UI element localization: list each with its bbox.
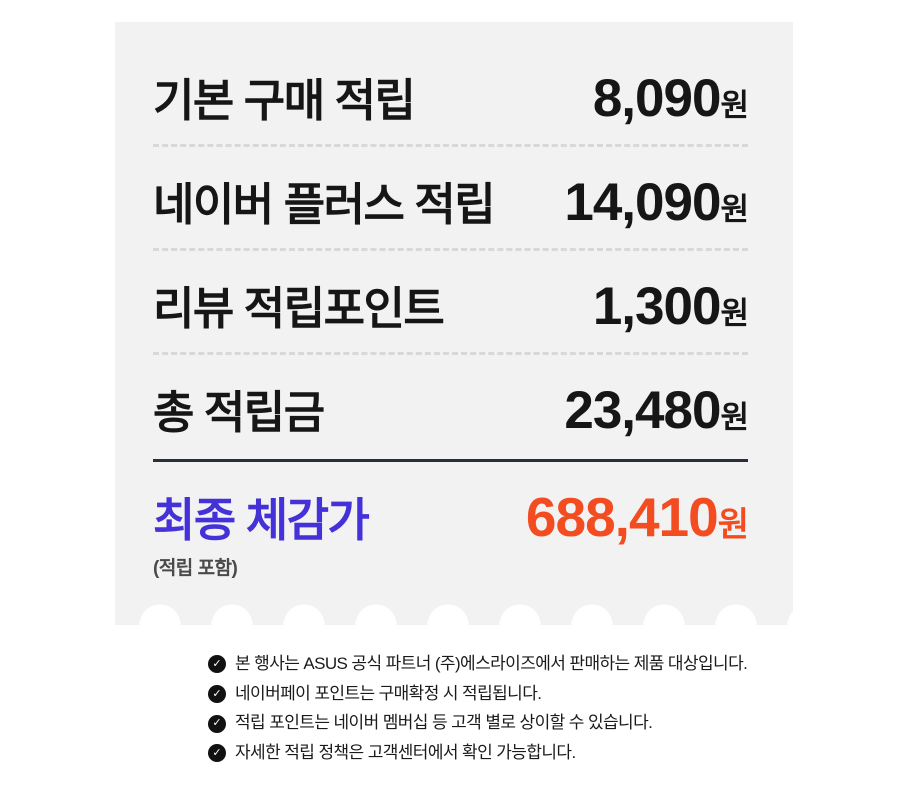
- amount: 688,410: [525, 486, 719, 548]
- row-label: 기본 구매 적립: [153, 75, 416, 126]
- row-basic-purchase-points: 기본 구매 적립 8,090원: [153, 68, 749, 128]
- footnote-item: ✓ 네이버페이 포인트는 구매확정 시 적립됩니다.: [208, 683, 747, 704]
- row-review-points: 리뷰 적립포인트 1,300원: [153, 276, 749, 336]
- row-label: 총 적립금: [153, 387, 325, 438]
- row-value: 14,090원: [564, 172, 749, 233]
- won-suffix: 원: [720, 296, 749, 331]
- amount: 23,480: [564, 381, 721, 440]
- dashed-divider: [153, 248, 748, 251]
- points-included-note: (적립 포함): [153, 558, 238, 579]
- dashed-divider: [153, 352, 748, 355]
- footnote-item: ✓ 본 행사는 ASUS 공식 파트너 (주)에스라이즈에서 판매하는 제품 대…: [208, 654, 748, 674]
- footnote-item: ✓ 적립 포인트는 네이버 멤버십 등 고객 별로 상이할 수 있습니다.: [208, 714, 747, 733]
- row-total-points: 총 적립금 23,480원: [153, 380, 749, 440]
- row-value: 23,480원: [564, 380, 749, 441]
- points-summary-card: 기본 구매 적립 8,090원 네이버 플러스 적립 14,090원 리뷰 적립…: [115, 22, 793, 625]
- won-suffix: 원: [720, 400, 749, 435]
- row-naver-plus-points: 네이버 플러스 적립 14,090원: [153, 172, 749, 232]
- final-price-label: 최종 체감가: [153, 494, 370, 546]
- row-label: 네이버 플러스 적립: [153, 179, 496, 230]
- check-circle-icon: ✓: [208, 744, 226, 763]
- footnote-text: 자세한 적립 정책은 고객센터에서 확인 가능합니다.: [235, 743, 576, 763]
- check-circle-icon: ✓: [208, 655, 226, 674]
- final-price-value: 688,410원: [525, 485, 749, 549]
- row-final-price: 최종 체감가 688,410원: [153, 485, 749, 548]
- dashed-divider: [153, 144, 748, 147]
- row-value: 8,090원: [592, 68, 749, 129]
- amount: 8,090: [592, 69, 722, 128]
- check-circle-icon: ✓: [208, 714, 226, 733]
- row-label: 리뷰 적립포인트: [153, 283, 445, 334]
- footnote-text: 네이버페이 포인트는 구매확정 시 적립됩니다.: [235, 683, 542, 703]
- footnotes-list: ✓ 본 행사는 ASUS 공식 파트너 (주)에스라이즈에서 판매하는 제품 대…: [208, 654, 748, 774]
- solid-divider: [153, 459, 748, 462]
- won-suffix: 원: [720, 192, 749, 227]
- amount: 14,090: [564, 173, 721, 232]
- footnote-item: ✓ 자세한 적립 정책은 고객센터에서 확인 가능합니다.: [208, 743, 747, 763]
- footnote-text: 본 행사는 ASUS 공식 파트너 (주)에스라이즈에서 판매하는 제품 대상입…: [235, 654, 748, 673]
- row-value: 1,300원: [592, 276, 749, 337]
- footnote-text: 적립 포인트는 네이버 멤버십 등 고객 별로 상이할 수 있습니다.: [235, 713, 653, 733]
- won-suffix: 원: [717, 506, 749, 544]
- won-suffix: 원: [720, 88, 749, 123]
- receipt-scallop-edge: [115, 603, 793, 625]
- check-circle-icon: ✓: [208, 685, 226, 704]
- amount: 1,300: [592, 277, 722, 336]
